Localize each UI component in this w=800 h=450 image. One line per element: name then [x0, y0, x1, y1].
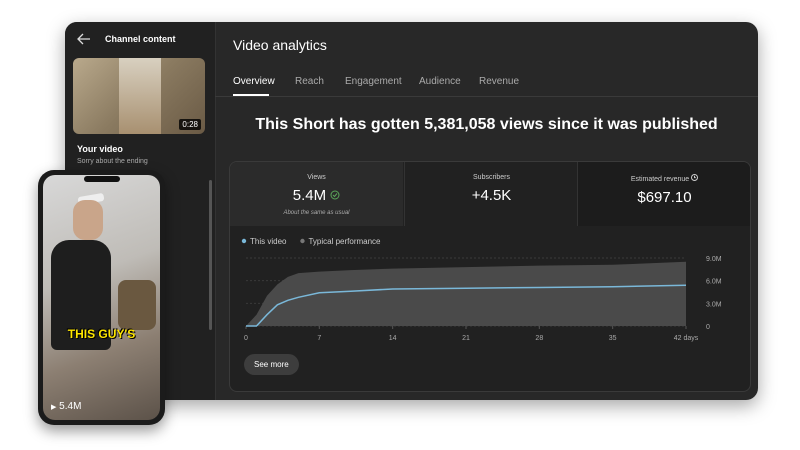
metric-label: Estimated revenue — [578, 174, 750, 183]
summary-card: Views 5.4M About the same as usual Subsc… — [229, 161, 751, 392]
analytics-panel: Channel content 0:28 Your video Sorry ab… — [65, 22, 758, 400]
clock-icon — [691, 174, 699, 181]
tab[interactable]: Engagement — [345, 76, 402, 87]
metric-value-text: 5.4M — [292, 187, 327, 204]
y-tick-label: 9.0M — [706, 256, 722, 263]
y-tick-label: 3.0M — [706, 301, 722, 308]
legend-label: This video — [250, 237, 287, 246]
phone-views-text: 5.4M — [59, 401, 82, 412]
video-thumbnail[interactable]: 0:28 — [73, 58, 205, 134]
metric-value: 5.4M — [230, 187, 403, 204]
notch — [84, 176, 120, 182]
metric-label: Views — [307, 174, 326, 181]
tab[interactable]: Overview — [233, 76, 275, 87]
tab[interactable]: Revenue — [479, 76, 520, 87]
metric-value: +4.5K — [471, 187, 512, 204]
page-title: Video analytics — [233, 37, 327, 53]
metric-label: Subscribers — [473, 174, 510, 181]
subscribers-metric[interactable]: Subscribers +4.5K — [404, 162, 578, 226]
metric-value: $697.10 — [637, 189, 692, 206]
revenue-metric[interactable]: Estimated revenue $697.10 — [577, 162, 750, 226]
x-tick-label: 35 — [609, 335, 617, 342]
sidebar-title: Channel content — [105, 34, 176, 44]
background-figure — [118, 280, 156, 330]
see-more-button[interactable]: See more — [244, 354, 299, 375]
x-tick-label: 28 — [535, 335, 543, 342]
x-tick-label: 0 — [244, 335, 248, 342]
video-line — [246, 284, 687, 327]
legend-label: Typical performance — [308, 237, 381, 246]
x-tick-label: 14 — [389, 335, 397, 342]
chart: This video Typical performance 0 3.0M 6.0M 9.… — [241, 237, 722, 342]
headline: This Short has gotten 5,381,058 views si… — [255, 116, 718, 133]
legend-swatch — [300, 238, 305, 244]
legend-swatch — [241, 238, 247, 244]
body — [51, 240, 111, 350]
x-tick-label: 21 — [462, 335, 470, 342]
check-icon — [330, 190, 340, 200]
video-title: Sorry about the ending — [77, 158, 148, 165]
tab[interactable]: Audience — [419, 76, 461, 87]
y-tick-label: 6.0M — [706, 279, 722, 286]
divider — [215, 96, 758, 97]
phone-views: ▶ 5.4M — [51, 401, 81, 412]
views-metric[interactable]: Views 5.4M About the same as usual — [230, 162, 403, 226]
tab-bar: Overview Reach Engagement Audience Revenue — [233, 22, 733, 102]
y-tick-label: 0 — [706, 324, 710, 331]
video-duration: 0:28 — [179, 119, 201, 130]
tab-underline — [233, 94, 269, 96]
typical-area — [246, 261, 686, 326]
scrollbar — [209, 180, 212, 330]
tab[interactable]: Reach — [295, 76, 324, 87]
thumbnail-frame — [119, 58, 161, 134]
video-caption: THIS GUY'S — [67, 327, 136, 341]
video-label: Your video — [77, 144, 123, 154]
back-arrow[interactable] — [77, 33, 91, 45]
metric-note: About the same as usual — [283, 210, 350, 216]
x-tick-label: 42 days — [674, 335, 699, 342]
phone: THIS GUY'S ▶ 5.4M — [38, 170, 165, 425]
face — [73, 200, 103, 240]
metric-label-text: Estimated revenue — [630, 176, 690, 183]
play-icon: ▶ — [51, 404, 57, 411]
x-tick-label: 7 — [317, 335, 321, 342]
phone-screen: THIS GUY'S ▶ 5.4M — [43, 175, 160, 420]
